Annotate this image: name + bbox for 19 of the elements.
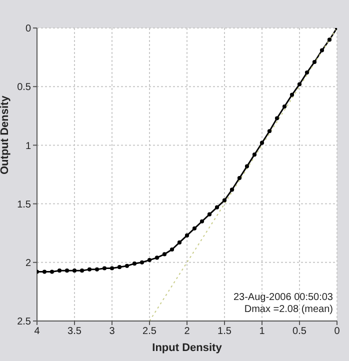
y-tick-label: 0 [25,24,32,35]
x-tick-label: 1.5 [218,326,232,338]
y-tick-label: 0.5 [17,82,32,94]
x-tick-label: 4 [34,326,40,338]
x-tick-label: 1 [259,326,266,338]
y-axis-title: Output Density [0,94,11,174]
x-axis-title: Input Density [152,342,223,354]
x-tick-label: 3 [109,326,116,338]
x-tick-label: 0 [334,326,340,338]
y-tick-label: 2.5 [17,316,32,328]
x-tick-label: 3.5 [68,326,82,338]
y-tick-label: 1 [25,140,32,152]
y-tick-label: 1.5 [17,199,32,210]
x-tick-label: 2 [184,326,190,338]
y-tick-label: 2 [25,258,32,269]
x-tick-label: 0.5 [292,326,307,338]
annotation: Dmax =2.08 (mean) [243,304,333,316]
annotation: 23-Aug-2006 00:50:03 [233,292,333,304]
x-tick-label: 2.5 [142,326,157,338]
